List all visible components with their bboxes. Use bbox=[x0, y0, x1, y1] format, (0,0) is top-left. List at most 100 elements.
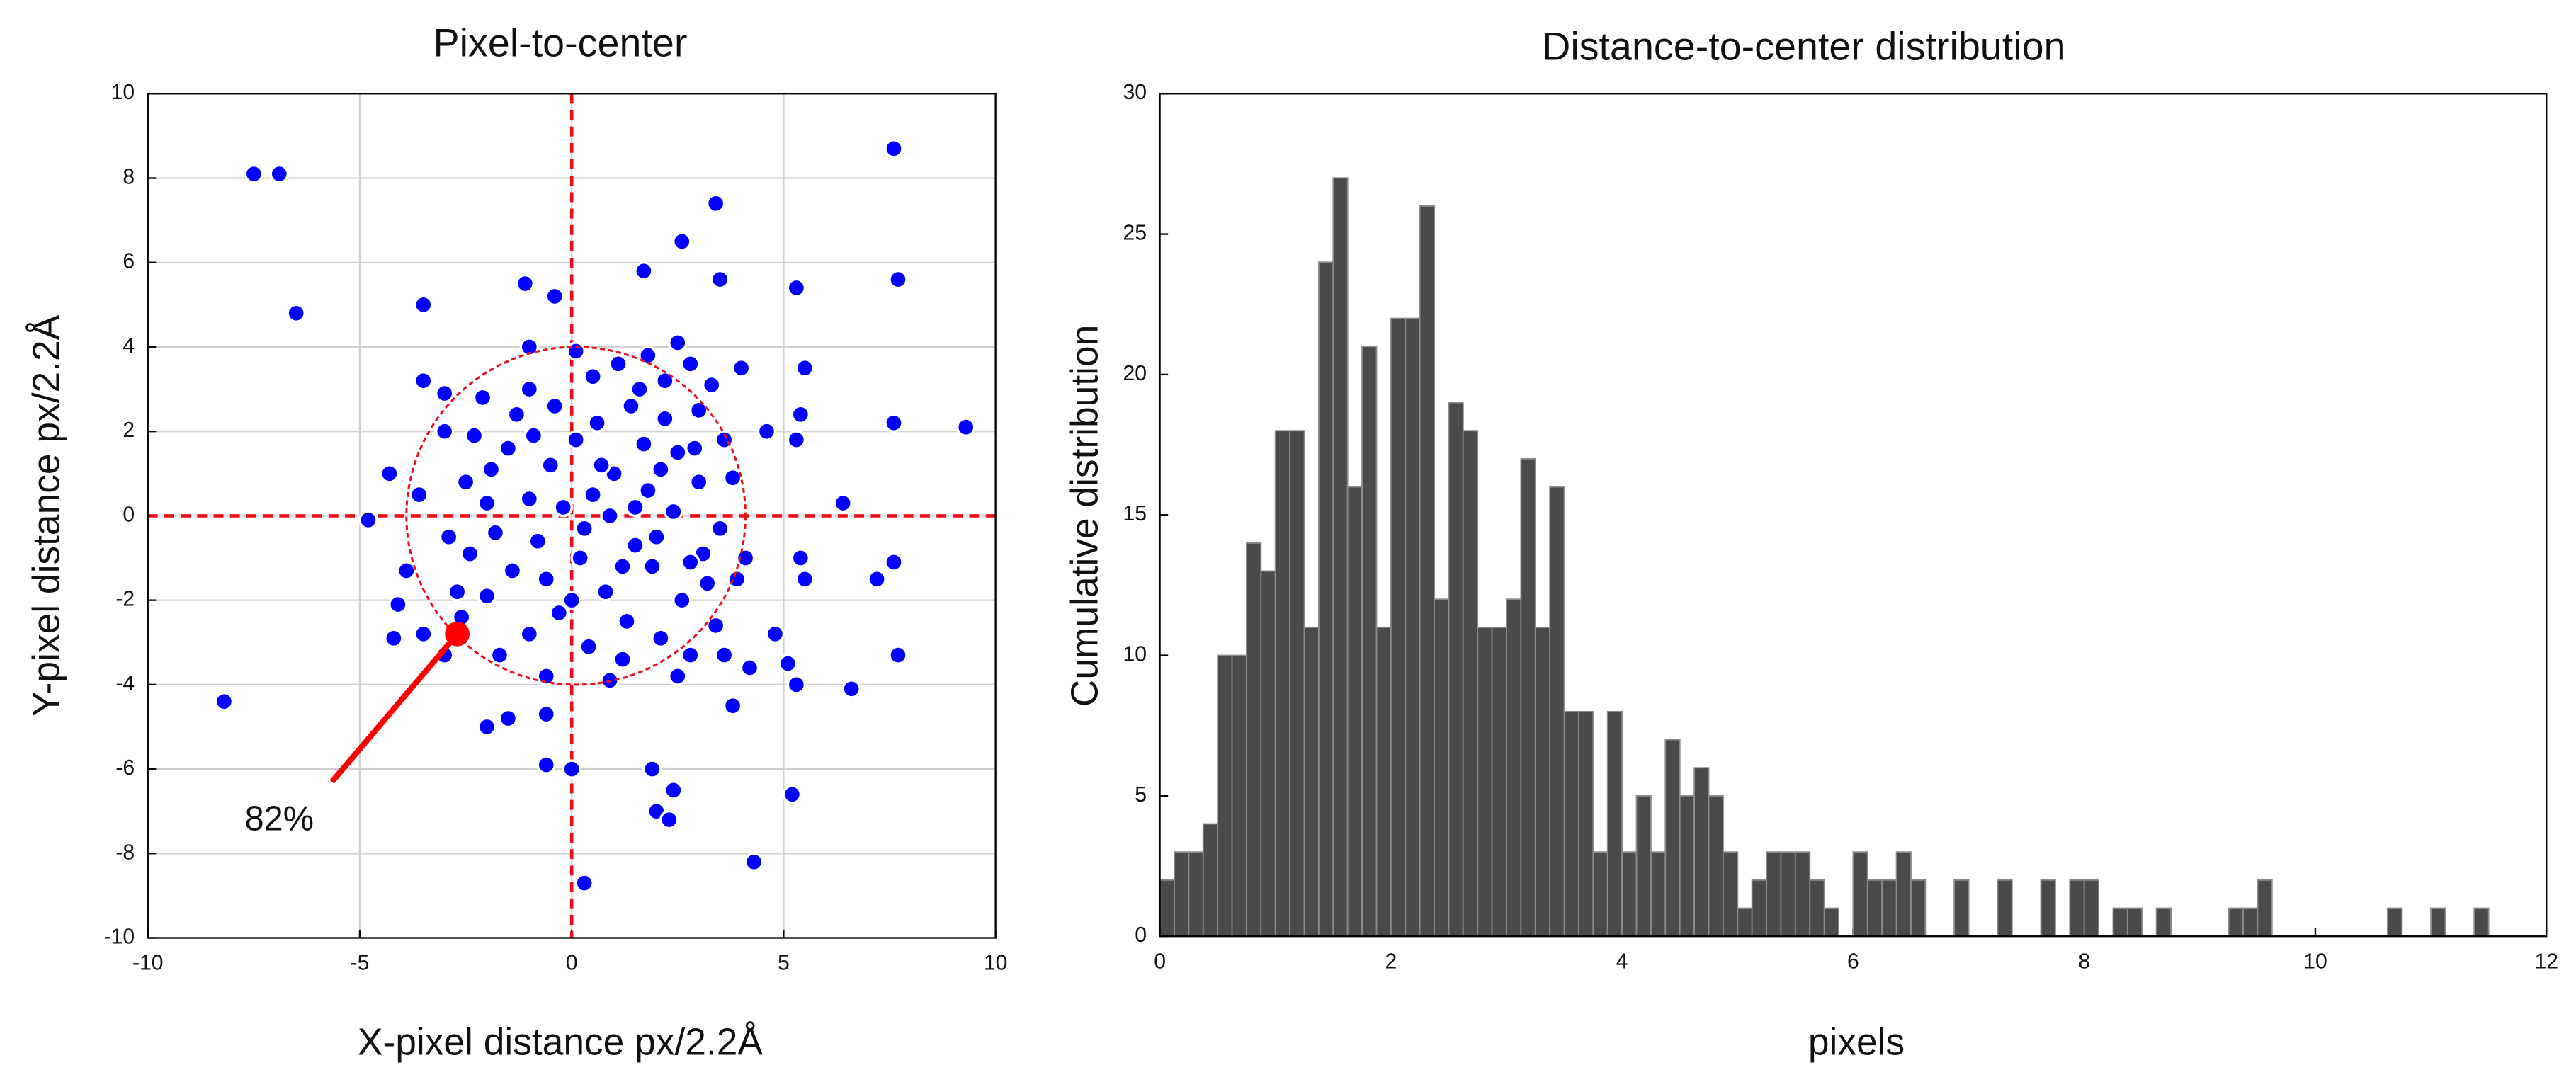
point bbox=[477, 586, 497, 606]
bar bbox=[1809, 879, 1825, 938]
bar bbox=[2430, 907, 2446, 938]
point bbox=[731, 358, 751, 378]
point bbox=[884, 552, 904, 572]
bar bbox=[1188, 851, 1204, 938]
bar bbox=[2257, 879, 2273, 938]
point bbox=[722, 695, 743, 716]
point bbox=[613, 649, 632, 669]
point bbox=[269, 164, 290, 184]
point bbox=[630, 379, 649, 399]
point bbox=[651, 460, 671, 479]
bar bbox=[1881, 879, 1897, 938]
point bbox=[782, 785, 802, 804]
point bbox=[888, 269, 908, 290]
point bbox=[744, 852, 764, 872]
point bbox=[664, 501, 683, 522]
bar bbox=[1578, 710, 1594, 938]
point bbox=[384, 628, 404, 649]
point bbox=[625, 535, 645, 555]
bar bbox=[1317, 261, 1334, 938]
bar bbox=[1346, 486, 1363, 938]
point bbox=[536, 755, 557, 775]
point bbox=[638, 480, 658, 501]
point bbox=[570, 548, 590, 568]
chart-title: Distance-to-center distribution bbox=[1542, 24, 2065, 68]
y-tick-label: 5 bbox=[1135, 783, 1147, 807]
point bbox=[502, 561, 523, 581]
bar bbox=[1217, 654, 1233, 938]
y-tick-label: 2 bbox=[123, 418, 135, 442]
annotation-arrow bbox=[329, 632, 460, 784]
point bbox=[833, 493, 853, 513]
point bbox=[642, 557, 662, 576]
bar bbox=[1375, 626, 1392, 938]
y-tick-label: 8 bbox=[123, 165, 135, 188]
bar bbox=[1722, 851, 1739, 938]
point bbox=[434, 383, 455, 404]
point bbox=[739, 658, 760, 678]
y-axis-label: Cumulative distribution bbox=[1065, 325, 1106, 707]
bar bbox=[1491, 626, 1507, 938]
point bbox=[651, 628, 671, 649]
bar bbox=[1866, 879, 1883, 938]
bar bbox=[1520, 457, 1536, 938]
bar bbox=[1650, 851, 1667, 938]
y-tick-label: -8 bbox=[115, 841, 135, 864]
x-tick-label: 10 bbox=[2303, 950, 2327, 973]
point bbox=[489, 645, 510, 665]
point bbox=[562, 759, 581, 779]
bar bbox=[1780, 851, 1796, 938]
bar bbox=[1274, 430, 1291, 938]
point bbox=[455, 472, 476, 492]
point bbox=[591, 455, 611, 475]
x-tick-label: 10 bbox=[984, 952, 1008, 975]
point bbox=[795, 358, 815, 378]
point bbox=[778, 654, 798, 673]
point bbox=[671, 590, 692, 610]
point bbox=[841, 679, 861, 699]
bar bbox=[1361, 346, 1378, 938]
bar bbox=[1751, 879, 1767, 938]
bar bbox=[2069, 879, 2085, 938]
y-tick-label: 30 bbox=[1123, 81, 1147, 104]
point bbox=[485, 523, 506, 543]
point bbox=[477, 717, 497, 737]
point bbox=[397, 561, 416, 581]
x-tick-label: 0 bbox=[566, 952, 578, 975]
bar bbox=[2242, 907, 2259, 938]
y-tick-label: 25 bbox=[1123, 222, 1147, 245]
point bbox=[498, 438, 518, 458]
bar bbox=[2040, 879, 2056, 938]
y-tick-label: -4 bbox=[115, 672, 135, 695]
bar bbox=[1606, 710, 1623, 938]
point bbox=[549, 603, 569, 623]
point bbox=[621, 396, 641, 416]
point bbox=[413, 624, 433, 644]
point bbox=[409, 484, 429, 505]
bar bbox=[1621, 851, 1638, 938]
point bbox=[545, 396, 565, 416]
bar bbox=[1303, 626, 1320, 938]
point bbox=[566, 430, 586, 450]
point bbox=[625, 497, 645, 518]
bar bbox=[1895, 851, 1912, 938]
point bbox=[867, 569, 887, 589]
point bbox=[756, 421, 777, 441]
point bbox=[545, 286, 565, 307]
bar bbox=[1635, 795, 1652, 938]
x-tick-label: -10 bbox=[132, 952, 164, 975]
x-axis-label: X-pixel distance px/2.2Å bbox=[358, 1021, 764, 1063]
y-tick-label: 0 bbox=[123, 503, 135, 526]
bar bbox=[1405, 317, 1421, 938]
bar bbox=[2387, 907, 2403, 938]
bar bbox=[1823, 907, 1839, 938]
point bbox=[710, 518, 730, 539]
bar bbox=[2473, 907, 2490, 938]
bar bbox=[2126, 907, 2143, 938]
x-tick-label: 8 bbox=[2078, 950, 2090, 973]
point bbox=[955, 417, 976, 438]
point bbox=[671, 232, 692, 251]
bar bbox=[2112, 907, 2128, 938]
point bbox=[617, 611, 637, 632]
